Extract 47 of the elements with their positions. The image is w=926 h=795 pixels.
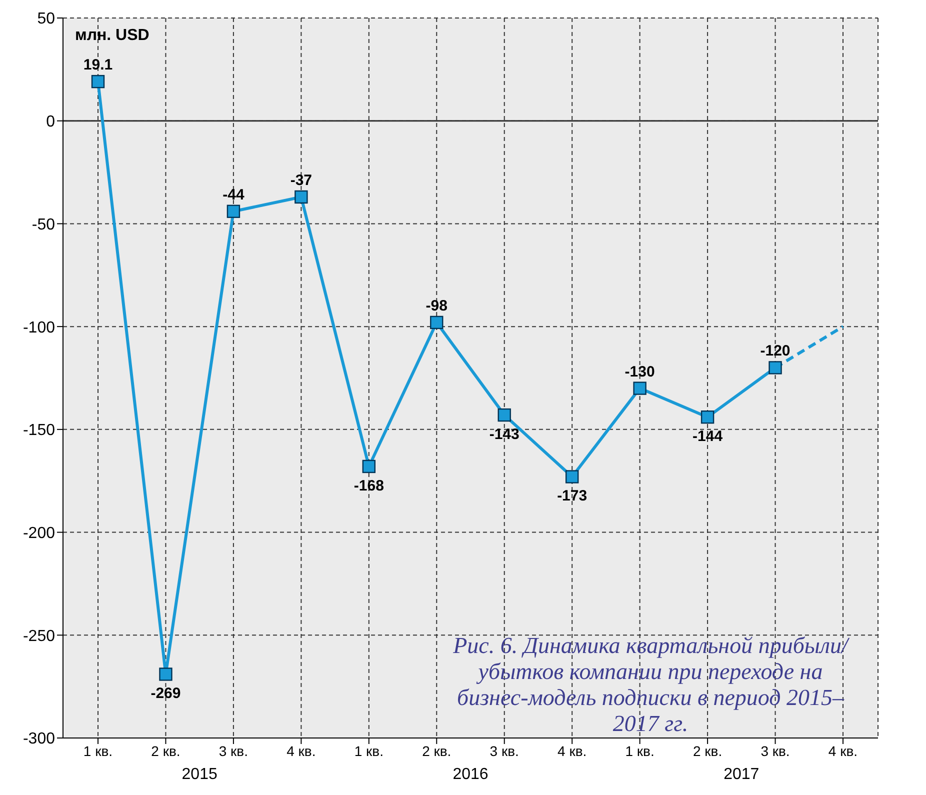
point	[226, 204, 240, 218]
x-tick-label: 2 кв.	[151, 742, 180, 759]
data-label: -44	[222, 186, 245, 204]
point	[633, 382, 646, 395]
point	[565, 470, 579, 484]
text: Рис. 6. Динамика квартальной прибыли/убытков компании при переходе на бизнес-модель подписки в период 2015–2017 гг.	[452, 633, 850, 737]
point	[498, 408, 511, 422]
x-tick-label: 4 кв.	[828, 742, 858, 759]
point	[430, 316, 444, 330]
x-tick-label: 3 кв.	[490, 742, 519, 759]
text: 2017	[722, 766, 760, 784]
y-tick-label: -50	[32, 216, 56, 234]
x-tick-label: 1 кв.	[354, 742, 384, 759]
x-tick-label: 3 кв.	[218, 742, 248, 759]
point	[91, 74, 105, 88]
x-tick-label: 1 кв.	[83, 742, 113, 759]
data-label: -130	[624, 363, 655, 380]
x-tick-label: 1 кв.	[625, 742, 654, 759]
data-label: -120	[760, 342, 790, 360]
y-tick-label: -150	[22, 422, 56, 440]
x-tick-label: 4 кв.	[558, 742, 587, 759]
data-label: 19.1	[83, 56, 113, 74]
data-label: -168	[354, 477, 384, 494]
point	[700, 410, 714, 424]
x-tick-label: 4 кв.	[286, 742, 316, 759]
y-tick-label: 50	[37, 10, 56, 28]
point	[294, 190, 308, 204]
y-tick-label: -200	[22, 524, 56, 542]
text: 2016	[452, 766, 490, 784]
data-label: -173	[557, 488, 588, 505]
point	[362, 460, 376, 474]
x-tick-label: 2 кв.	[422, 742, 452, 759]
data-label: -143	[489, 426, 520, 444]
x-tick-label: 2 кв.	[692, 742, 722, 759]
y-tick-label: -250	[22, 628, 56, 645]
data-label: -269	[150, 685, 181, 702]
x-tick-label: 3 кв.	[760, 742, 790, 759]
y-tick-label: -300	[22, 730, 56, 748]
y-axis-title: млн. USD	[75, 27, 150, 44]
data-label: -144	[692, 428, 724, 446]
data-label: -37	[290, 172, 312, 189]
text: 2015	[180, 766, 218, 784]
point	[768, 361, 782, 374]
y-tick-label: 0	[46, 114, 56, 131]
y-tick-label: -100	[22, 319, 56, 336]
data-label: -98	[426, 297, 448, 314]
point	[159, 668, 172, 681]
